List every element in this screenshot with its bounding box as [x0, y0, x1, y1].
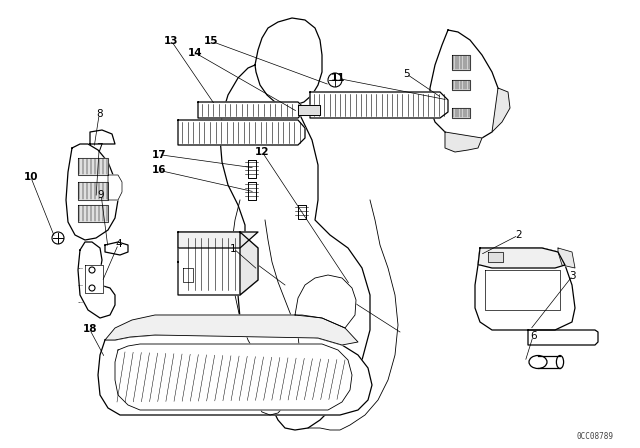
Text: 7: 7	[96, 143, 102, 153]
Polygon shape	[220, 65, 370, 430]
Polygon shape	[85, 265, 103, 293]
Text: 2: 2	[515, 230, 522, 240]
Polygon shape	[78, 242, 115, 318]
Polygon shape	[98, 335, 372, 415]
Polygon shape	[66, 144, 118, 240]
Text: 11: 11	[331, 73, 345, 83]
Circle shape	[52, 232, 64, 244]
Polygon shape	[78, 182, 108, 200]
Ellipse shape	[556, 356, 564, 369]
Polygon shape	[240, 232, 258, 295]
Polygon shape	[178, 120, 305, 145]
Polygon shape	[528, 330, 598, 345]
Polygon shape	[248, 182, 256, 200]
Polygon shape	[452, 80, 470, 90]
Polygon shape	[558, 248, 575, 268]
Text: 0CC08789: 0CC08789	[577, 431, 614, 440]
Text: 8: 8	[96, 109, 102, 119]
Text: 13: 13	[164, 36, 179, 46]
Polygon shape	[183, 268, 193, 282]
Polygon shape	[178, 232, 258, 295]
Polygon shape	[115, 344, 352, 410]
Polygon shape	[485, 270, 560, 310]
Text: 9: 9	[98, 190, 104, 200]
Circle shape	[89, 285, 95, 291]
Circle shape	[328, 73, 342, 87]
Polygon shape	[198, 102, 302, 118]
Text: 5: 5	[403, 69, 410, 79]
Polygon shape	[295, 275, 356, 328]
Ellipse shape	[529, 356, 547, 369]
Polygon shape	[178, 232, 258, 248]
Text: 1: 1	[230, 244, 237, 254]
Circle shape	[89, 267, 95, 273]
Polygon shape	[298, 205, 306, 219]
Polygon shape	[430, 30, 500, 140]
Polygon shape	[475, 248, 575, 330]
Polygon shape	[105, 242, 128, 255]
Text: 12: 12	[255, 147, 269, 157]
Polygon shape	[255, 18, 322, 105]
Polygon shape	[478, 248, 565, 268]
Text: 17: 17	[152, 150, 166, 159]
Polygon shape	[445, 132, 482, 152]
Polygon shape	[452, 108, 470, 118]
Polygon shape	[492, 88, 510, 132]
Polygon shape	[108, 175, 122, 200]
Polygon shape	[452, 55, 470, 70]
Polygon shape	[488, 252, 503, 262]
Text: 10: 10	[24, 172, 38, 182]
Polygon shape	[78, 158, 108, 175]
Text: 3: 3	[570, 271, 576, 280]
Text: 18: 18	[83, 324, 97, 334]
Text: 16: 16	[152, 165, 166, 175]
Polygon shape	[78, 205, 108, 222]
Polygon shape	[248, 160, 256, 178]
Polygon shape	[105, 315, 358, 345]
Text: 14: 14	[188, 48, 202, 58]
Text: 6: 6	[530, 331, 536, 341]
Text: 15: 15	[204, 36, 218, 46]
Polygon shape	[90, 130, 115, 144]
Text: 4: 4	[115, 239, 122, 249]
Polygon shape	[310, 92, 448, 118]
Polygon shape	[298, 105, 320, 115]
